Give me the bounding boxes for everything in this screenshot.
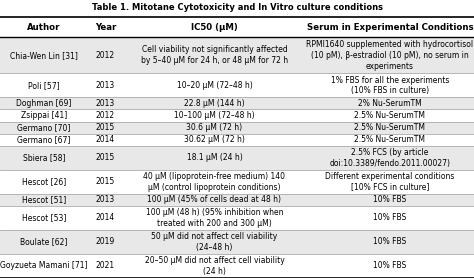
Text: Germano [70]: Germano [70]	[17, 123, 71, 132]
Text: Germano [67]: Germano [67]	[17, 135, 71, 144]
Bar	[0, 254, 474, 278]
Bar	[0, 230, 474, 254]
Text: 22.8 μM (144 h): 22.8 μM (144 h)	[184, 99, 245, 108]
Text: 2021: 2021	[96, 262, 115, 270]
Text: 10% FBS: 10% FBS	[373, 213, 407, 222]
Text: 2.5% Nu-SerumTM: 2.5% Nu-SerumTM	[355, 135, 425, 144]
Text: 2013: 2013	[96, 195, 115, 204]
Text: 10% FBS: 10% FBS	[373, 262, 407, 270]
Bar	[0, 98, 474, 110]
Text: 20–50 μM did not affect cell viability
(24 h): 20–50 μM did not affect cell viability (…	[145, 256, 284, 276]
Text: 30.6 μM (72 h): 30.6 μM (72 h)	[186, 123, 243, 132]
Text: 2013: 2013	[96, 99, 115, 108]
Text: Poli [57]: Poli [57]	[28, 81, 60, 90]
Text: Doghman [69]: Doghman [69]	[16, 99, 72, 108]
Text: RPMI1640 supplemented with hydrocortisol
(10 pM), β-estradiol (10 pM), no serum : RPMI1640 supplemented with hydrocortisol…	[306, 40, 474, 71]
Text: 30.62 μM (72 h): 30.62 μM (72 h)	[184, 135, 245, 144]
Bar	[0, 121, 474, 133]
Text: Chia-Wen Lin [31]: Chia-Wen Lin [31]	[10, 51, 78, 60]
Text: Author: Author	[27, 23, 61, 32]
Text: 2012: 2012	[96, 51, 115, 60]
Text: Hescot [26]: Hescot [26]	[22, 177, 66, 186]
Text: Different experimental conditions
[10% FCS in culture]: Different experimental conditions [10% F…	[325, 172, 455, 192]
Text: 10% FBS: 10% FBS	[373, 195, 407, 204]
Text: 2012: 2012	[96, 111, 115, 120]
Text: 18.1 μM (24 h): 18.1 μM (24 h)	[187, 153, 242, 162]
Bar	[0, 37, 474, 73]
Bar	[0, 170, 474, 194]
Text: 2014: 2014	[96, 135, 115, 144]
Bar	[0, 133, 474, 146]
Text: Sbiera [58]: Sbiera [58]	[23, 153, 65, 162]
Text: 2014: 2014	[96, 213, 115, 222]
Text: 2.5% Nu-SerumTM: 2.5% Nu-SerumTM	[355, 123, 425, 132]
Text: 2.5% FCS (by article
doi:10.3389/fendo.2011.00027): 2.5% FCS (by article doi:10.3389/fendo.2…	[329, 148, 450, 168]
Text: 2019: 2019	[96, 237, 115, 246]
Bar	[0, 110, 474, 121]
Bar	[0, 194, 474, 206]
Bar	[0, 73, 474, 98]
Text: 2015: 2015	[96, 123, 115, 132]
Text: Hescot [51]: Hescot [51]	[22, 195, 66, 204]
Bar	[0, 146, 474, 170]
Bar	[0, 206, 474, 230]
Text: 2015: 2015	[96, 177, 115, 186]
Text: 10–20 μM (72–48 h): 10–20 μM (72–48 h)	[177, 81, 252, 90]
Text: IC50 (μM): IC50 (μM)	[191, 23, 238, 32]
Text: 100 μM (48 h) (95% inhibition when
treated with 200 and 300 μM): 100 μM (48 h) (95% inhibition when treat…	[146, 208, 283, 228]
Text: 50 μM did not affect cell viability
(24–48 h): 50 μM did not affect cell viability (24–…	[151, 232, 278, 252]
Text: Cell viability not significantly affected
by 5–40 μM for 24 h, or 48 μM for 72 h: Cell viability not significantly affecte…	[141, 45, 288, 65]
Text: 100 μM (45% of cells dead at 48 h): 100 μM (45% of cells dead at 48 h)	[147, 195, 282, 204]
Text: 2015: 2015	[96, 153, 115, 162]
Text: 1% FBS for all the experiments
(10% FBS in culture): 1% FBS for all the experiments (10% FBS …	[331, 76, 449, 95]
Text: Hescot [53]: Hescot [53]	[22, 213, 66, 222]
Text: Zsippai [41]: Zsippai [41]	[21, 111, 67, 120]
Text: 40 μM (lipoprotein-free medium) 140
μM (control lipoprotein conditions): 40 μM (lipoprotein-free medium) 140 μM (…	[144, 172, 285, 192]
Text: Serum in Experimental Conditions: Serum in Experimental Conditions	[307, 23, 473, 32]
Text: Year: Year	[95, 23, 116, 32]
Text: 10% FBS: 10% FBS	[373, 237, 407, 246]
Text: 10–100 μM (72–48 h): 10–100 μM (72–48 h)	[174, 111, 255, 120]
Text: 2.5% Nu-SerumTM: 2.5% Nu-SerumTM	[355, 111, 425, 120]
Text: Boulate [62]: Boulate [62]	[20, 237, 67, 246]
Text: Goyzueta Mamani [71]: Goyzueta Mamani [71]	[0, 262, 88, 270]
Text: 2013: 2013	[96, 81, 115, 90]
Text: 2% Nu-SerumTM: 2% Nu-SerumTM	[358, 99, 422, 108]
Text: Table 1. Mitotane Cytotoxicity and In Vitro culture conditions: Table 1. Mitotane Cytotoxicity and In Vi…	[91, 3, 383, 12]
